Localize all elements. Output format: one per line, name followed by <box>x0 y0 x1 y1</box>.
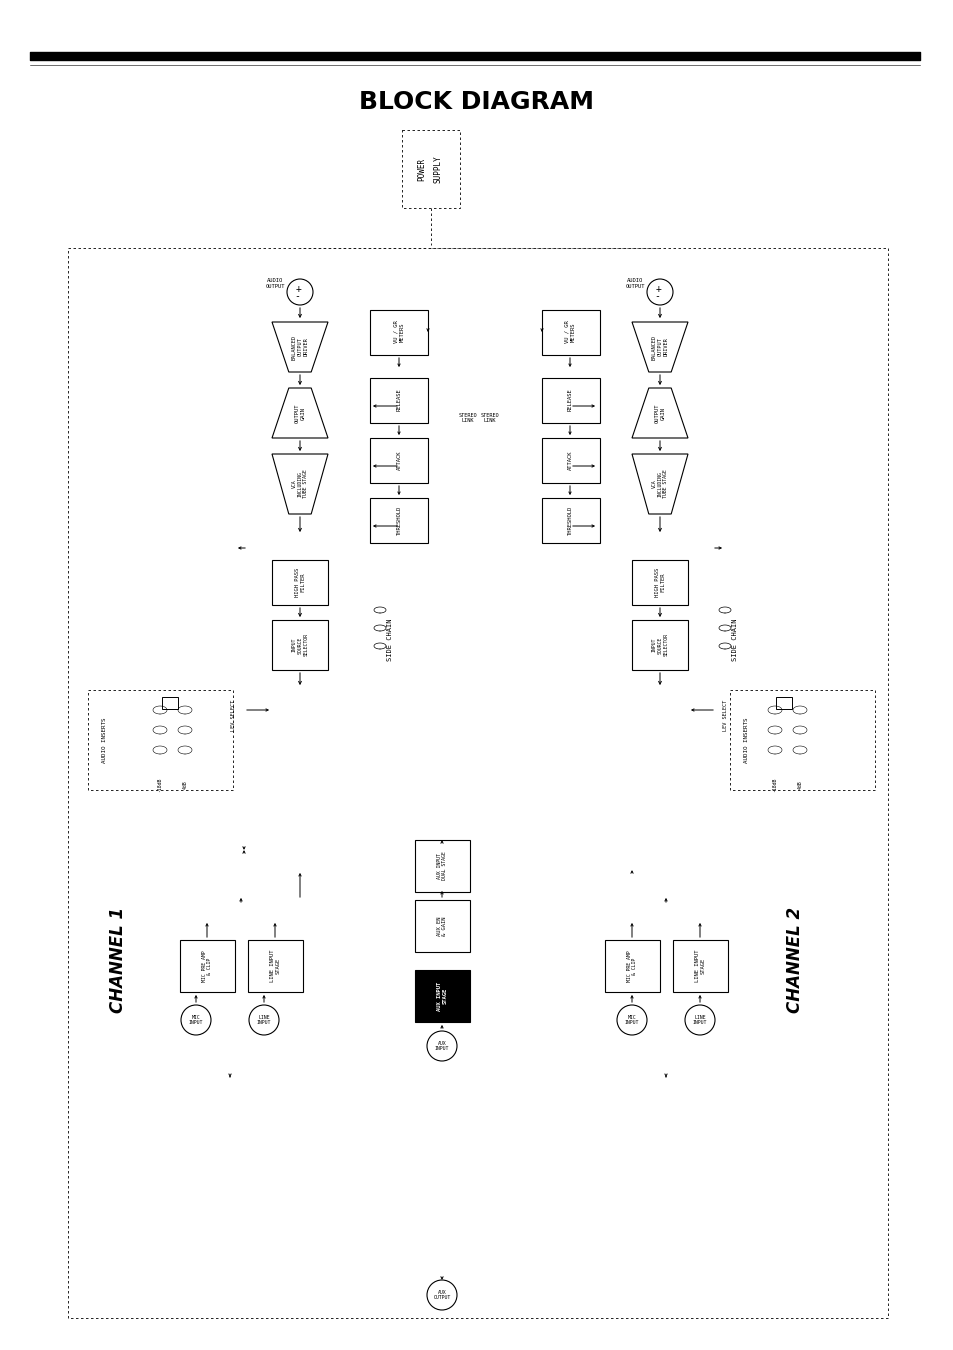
Bar <box>672 940 727 992</box>
Text: LINE INPUT
STAGE: LINE INPUT STAGE <box>270 950 280 983</box>
Text: OUTPUT: OUTPUT <box>624 285 644 289</box>
Bar <box>415 840 470 892</box>
Text: 4dB: 4dB <box>797 780 801 790</box>
Text: SIDE CHAIN: SIDE CHAIN <box>387 618 393 662</box>
Text: LINE
INPUT: LINE INPUT <box>256 1015 271 1026</box>
Text: -18dB: -18dB <box>157 778 162 792</box>
Bar <box>541 310 599 355</box>
Text: BLOCK DIAGRAM: BLOCK DIAGRAM <box>359 90 594 113</box>
Bar <box>415 971 470 1022</box>
Text: CHANNEL 2: CHANNEL 2 <box>785 907 803 1012</box>
Text: INPUT
SOURCE
SELECTOR: INPUT SOURCE SELECTOR <box>651 633 668 656</box>
Text: HIGH PASS
FILTER: HIGH PASS FILTER <box>654 567 664 597</box>
Text: -: - <box>294 292 299 301</box>
Text: +: + <box>656 284 661 294</box>
Bar <box>415 900 470 952</box>
Bar <box>162 697 178 709</box>
Text: SIDE CHAIN: SIDE CHAIN <box>731 618 738 662</box>
Text: STEREO
LINK: STEREO LINK <box>480 413 498 424</box>
Text: LINE
INPUT: LINE INPUT <box>692 1015 706 1026</box>
Text: BALANCED
OUTPUT
DRIVER: BALANCED OUTPUT DRIVER <box>292 335 308 359</box>
Polygon shape <box>272 454 328 514</box>
Bar <box>631 560 687 605</box>
Text: VU / GR
METERS: VU / GR METERS <box>394 321 404 343</box>
Text: BALANCED
OUTPUT
DRIVER: BALANCED OUTPUT DRIVER <box>651 335 668 359</box>
Bar <box>604 940 659 992</box>
Text: AUDIO INSERTS: AUDIO INSERTS <box>102 717 108 763</box>
Text: -: - <box>654 292 659 301</box>
Bar <box>370 378 428 423</box>
Text: AUX
OUTPUT: AUX OUTPUT <box>433 1289 450 1300</box>
Bar <box>541 498 599 543</box>
Text: OUTPUT: OUTPUT <box>265 285 284 289</box>
Bar <box>88 690 233 790</box>
Text: MIC
INPUT: MIC INPUT <box>189 1015 203 1026</box>
Bar <box>180 940 234 992</box>
Polygon shape <box>631 387 687 437</box>
Text: AUDIO INSERTS: AUDIO INSERTS <box>743 717 749 763</box>
Text: 1969 OPERATORS' MANUAL: 1969 OPERATORS' MANUAL <box>75 53 204 63</box>
Text: VU / GR
METERS: VU / GR METERS <box>564 321 575 343</box>
Bar <box>248 940 303 992</box>
Text: CHANNEL 1: CHANNEL 1 <box>109 907 127 1012</box>
Text: LEV SELECT: LEV SELECT <box>232 699 236 730</box>
Text: MIC PRE AMP
& CLIP: MIC PRE AMP & CLIP <box>201 950 213 981</box>
Polygon shape <box>631 454 687 514</box>
Text: -18dB: -18dB <box>772 778 777 792</box>
Polygon shape <box>272 387 328 437</box>
Text: RELEASE: RELEASE <box>396 389 401 412</box>
Text: THRESHOLD: THRESHOLD <box>396 505 401 535</box>
Text: RELEASE: RELEASE <box>567 389 572 412</box>
Bar <box>370 310 428 355</box>
Text: 4dB: 4dB <box>182 780 188 790</box>
Text: AUDIO: AUDIO <box>267 278 283 282</box>
Polygon shape <box>631 323 687 373</box>
Text: AUX INPUT
STAGE: AUX INPUT STAGE <box>436 981 447 1011</box>
Polygon shape <box>272 323 328 373</box>
Text: 11: 11 <box>882 53 894 63</box>
Text: ATTACK: ATTACK <box>396 451 401 470</box>
Bar <box>68 248 887 1318</box>
Text: POWER: POWER <box>417 158 426 181</box>
Text: VCA
INCLUDING
TUBE STAGE: VCA INCLUDING TUBE STAGE <box>651 470 668 498</box>
Text: AUX INPUT
DUAL STAGE: AUX INPUT DUAL STAGE <box>436 852 447 880</box>
Text: SUPPLY: SUPPLY <box>433 155 442 182</box>
Bar <box>631 620 687 670</box>
Bar <box>272 620 328 670</box>
Text: THRESHOLD: THRESHOLD <box>567 505 572 535</box>
Bar <box>729 690 874 790</box>
Text: HIGH PASS
FILTER: HIGH PASS FILTER <box>294 567 305 597</box>
Text: LINE INPUT
STAGE: LINE INPUT STAGE <box>694 950 704 983</box>
Text: ATTACK: ATTACK <box>567 451 572 470</box>
Text: AUX
INPUT: AUX INPUT <box>435 1041 449 1052</box>
Text: VCA
INCLUDING
TUBE STAGE: VCA INCLUDING TUBE STAGE <box>292 470 308 498</box>
Bar <box>541 437 599 483</box>
Text: +: + <box>295 284 301 294</box>
Text: MIC
INPUT: MIC INPUT <box>624 1015 639 1026</box>
Text: AUDIO: AUDIO <box>626 278 642 282</box>
Bar <box>775 697 791 709</box>
Text: OUTPUT
GAIN: OUTPUT GAIN <box>654 404 664 423</box>
Bar <box>401 130 459 208</box>
Text: MIC PRE AMP
& CLIP: MIC PRE AMP & CLIP <box>626 950 637 981</box>
Text: LEV SELECT: LEV SELECT <box>722 699 728 730</box>
Bar <box>370 437 428 483</box>
Text: OUTPUT
GAIN: OUTPUT GAIN <box>294 404 305 423</box>
Bar <box>272 560 328 605</box>
Bar <box>541 378 599 423</box>
Text: INPUT
SOURCE
SELECTOR: INPUT SOURCE SELECTOR <box>292 633 308 656</box>
Text: STEREO
LINK: STEREO LINK <box>458 413 476 424</box>
Text: AUX EN
& GAIN: AUX EN & GAIN <box>436 917 447 936</box>
Bar <box>370 498 428 543</box>
